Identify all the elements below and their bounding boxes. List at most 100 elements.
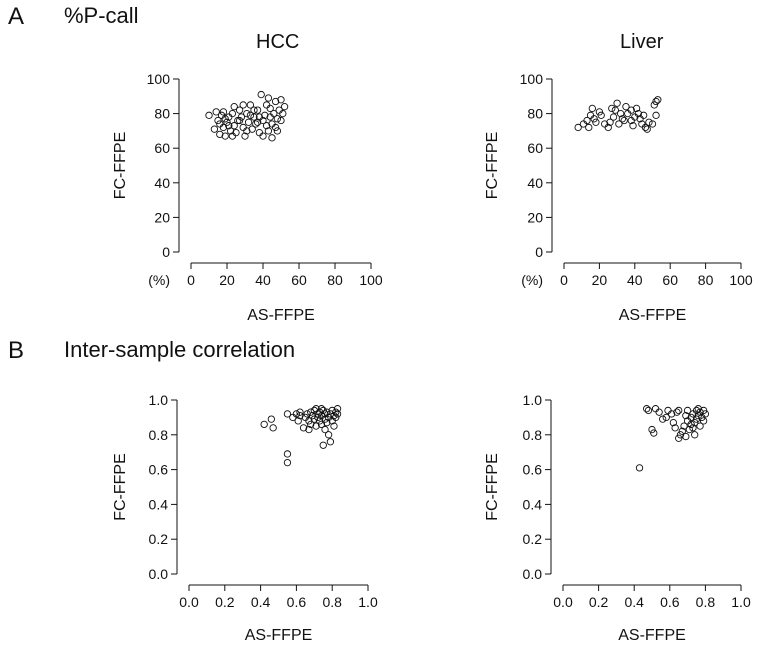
data-point [590,115,598,123]
data-point [246,111,255,119]
data-point [324,431,333,439]
data-point [641,123,650,132]
data-point [221,115,229,123]
data-point [611,106,619,114]
data-point [648,120,657,128]
data-point [333,410,342,418]
data-point [650,101,658,109]
y-tick-label: 0.4 [523,496,543,512]
data-point [640,111,648,119]
data-point [266,104,274,113]
y-tick-label: 0.4 [149,496,169,512]
data-point [682,432,690,441]
data-point [280,103,289,111]
data-point [314,413,322,422]
data-point [644,406,653,415]
column-title-liver: Liver [620,31,664,53]
data-point [230,122,238,130]
data-point [296,412,304,420]
y-tick-label: 0.6 [523,462,543,478]
data-point [310,415,318,423]
data-point [604,123,612,132]
panel-b-letter: B [8,337,25,364]
y-tick-label: 40 [154,175,170,191]
x-tick-label: 0.2 [215,594,235,610]
data-point [261,111,269,119]
data-point [312,405,320,413]
data-point [239,123,247,132]
data-point [669,418,678,427]
data-point [326,410,335,418]
data-point [691,418,699,427]
data-point [671,424,679,432]
data-point [676,431,685,439]
x-axis-title: AS-FFPE [618,627,686,644]
x-tick-label: 0.2 [589,594,609,610]
y-tick-label: 60 [527,140,543,156]
x-tick-label: 20 [592,272,608,288]
data-point [273,115,282,123]
y-tick-label: 0.2 [149,531,169,547]
data-point [243,109,251,118]
data-point [319,406,327,415]
data-point [699,417,708,425]
y-tick-label: 1.0 [149,392,169,408]
data-point [319,441,327,449]
data-point [323,408,331,416]
data-point [223,118,231,126]
data-point [244,118,253,126]
data-point [616,109,625,118]
data-point [691,431,699,439]
data-point [221,132,229,140]
data-point [271,97,280,106]
data-point [283,458,292,467]
x-tick-label: 0.8 [696,594,716,610]
panel-a-letter: A [8,3,25,30]
chart-a-liver: 0 20 40 60 80 100 0 20 40 60 80 100 (%) AS-FFPE FC-FFP… [484,71,753,324]
data-point [262,122,271,130]
data-point [262,101,271,109]
data-point [613,99,621,107]
data-point [627,106,635,114]
data-point [292,410,301,418]
data-point [692,406,701,415]
data-point [662,413,670,422]
data-point [696,422,704,430]
x-tick-label: 80 [327,272,343,288]
data-point [225,122,233,130]
data-point [264,127,273,135]
data-point [650,429,658,437]
data-point [252,120,260,128]
data-point [659,415,667,423]
y-axis-title: FC-FFPE [112,132,129,200]
data-point [283,410,292,418]
data-point [680,422,688,430]
x-tick-label: 100 [359,272,383,288]
data-point [277,116,285,125]
x-tick-label: 0.0 [179,594,199,610]
data-point [651,405,660,413]
y-tick-label: 0 [162,244,170,260]
data-point [694,412,702,420]
data-point [259,132,267,140]
y-tick-label: 0.0 [523,566,543,582]
data-point [237,113,246,121]
y-tick-label: 0.8 [149,427,169,443]
data-point [687,413,695,422]
x-tick-label: 0.4 [251,594,271,610]
data-point [248,125,256,133]
y-tick-label: 0 [535,244,543,260]
data-point [588,104,596,113]
data-point [305,425,313,434]
x-tick-label: 40 [255,272,271,288]
data-point [216,130,224,139]
data-point [239,101,247,109]
column-title-hcc: HCC [256,31,300,53]
y-tick-label: 20 [527,209,543,225]
data-point [230,103,238,111]
data-point [271,123,280,132]
data-point [608,104,616,113]
data-point [655,408,663,416]
x-tick-label: 40 [627,272,643,288]
data-point [330,422,338,430]
